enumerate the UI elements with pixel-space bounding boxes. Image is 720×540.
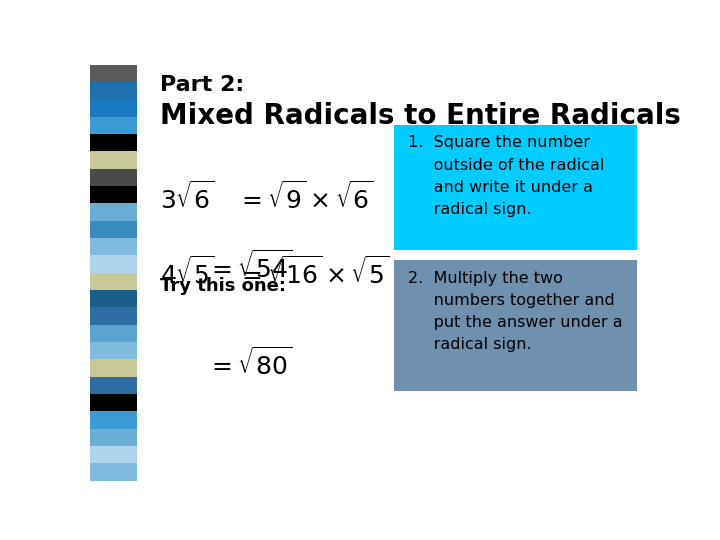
FancyBboxPatch shape: [90, 429, 138, 446]
FancyBboxPatch shape: [90, 342, 138, 359]
Text: Mixed Radicals to Entire Radicals: Mixed Radicals to Entire Radicals: [160, 102, 680, 130]
Text: $= \sqrt{54}$: $= \sqrt{54}$: [207, 250, 292, 282]
FancyBboxPatch shape: [90, 99, 138, 117]
Text: Try this one:: Try this one:: [160, 277, 286, 295]
FancyBboxPatch shape: [394, 125, 637, 250]
FancyBboxPatch shape: [90, 134, 138, 151]
FancyBboxPatch shape: [90, 238, 138, 255]
FancyBboxPatch shape: [90, 359, 138, 377]
FancyBboxPatch shape: [90, 273, 138, 290]
Text: $3\sqrt{6}\quad = \sqrt{9} \times \sqrt{6}$: $3\sqrt{6}\quad = \sqrt{9} \times \sqrt{…: [160, 181, 374, 214]
FancyBboxPatch shape: [90, 325, 138, 342]
FancyBboxPatch shape: [90, 168, 138, 186]
Text: $4\sqrt{5}\quad = \sqrt{16} \times \sqrt{5}$: $4\sqrt{5}\quad = \sqrt{16} \times \sqrt…: [160, 256, 390, 289]
FancyBboxPatch shape: [90, 394, 138, 411]
Text: 1.  Square the number
     outside of the radical
     and write it under a
    : 1. Square the number outside of the radi…: [408, 136, 604, 217]
FancyBboxPatch shape: [90, 290, 138, 307]
FancyBboxPatch shape: [90, 377, 138, 394]
FancyBboxPatch shape: [90, 221, 138, 238]
FancyBboxPatch shape: [90, 204, 138, 221]
Text: 2.  Multiply the two
     numbers together and
     put the answer under a
     : 2. Multiply the two numbers together and…: [408, 271, 623, 352]
Text: Part 2:: Part 2:: [160, 75, 244, 95]
Text: $= \sqrt{80}$: $= \sqrt{80}$: [207, 348, 292, 380]
FancyBboxPatch shape: [90, 151, 138, 168]
FancyBboxPatch shape: [90, 65, 138, 82]
FancyBboxPatch shape: [90, 446, 138, 463]
FancyBboxPatch shape: [90, 117, 138, 134]
FancyBboxPatch shape: [90, 463, 138, 481]
FancyBboxPatch shape: [90, 307, 138, 325]
FancyBboxPatch shape: [90, 82, 138, 99]
FancyBboxPatch shape: [394, 260, 637, 391]
FancyBboxPatch shape: [90, 186, 138, 204]
FancyBboxPatch shape: [90, 255, 138, 273]
FancyBboxPatch shape: [90, 411, 138, 429]
